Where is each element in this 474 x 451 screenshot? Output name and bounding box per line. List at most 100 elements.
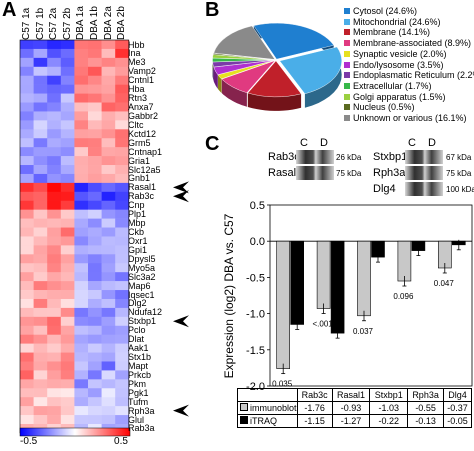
heatmap-cell [88, 281, 102, 291]
heatmap-row-label: Stxbp1 [128, 316, 157, 327]
heatmap-cell [47, 298, 62, 309]
legend-label: Endo/lysosome (3.5%) [353, 59, 444, 70]
heatmap-cell [74, 156, 89, 166]
heatmap-cell [101, 138, 116, 148]
heatmap-cell [115, 298, 130, 309]
legend-label: Membrane (14.1%) [353, 27, 431, 38]
heatmap-cell [115, 111, 130, 121]
heatmap-cell [115, 254, 130, 264]
heatmap-cell [115, 102, 130, 112]
p-value-label: 0.096 [393, 292, 414, 301]
heatmap-cell [60, 370, 75, 380]
y-tick-label: -1.5 [246, 345, 265, 357]
heatmap-cell [115, 388, 130, 398]
table-cell: -1.27 [331, 414, 371, 428]
heatmap-cell [20, 227, 34, 237]
heatmap-cell [88, 111, 102, 121]
panel-b-letter: B [205, 0, 220, 21]
heatmap-cell [60, 272, 75, 282]
heatmap-cell [20, 352, 34, 362]
heatmap-cell [33, 218, 48, 228]
table-cell: -1.76 [296, 401, 333, 415]
legend-item: Synaptic vesicle (2.0%) [344, 49, 447, 59]
table-cell: -0.22 [369, 414, 409, 428]
heatmap-row-label: Stx1b [128, 352, 152, 363]
heatmap-row-label: Rasal1 [128, 182, 157, 193]
heatmap-cell [115, 397, 130, 407]
heatmap-cell [88, 352, 102, 362]
heatmap-cell [115, 334, 130, 344]
heatmap-cell [60, 397, 75, 407]
heatmap-cell [20, 334, 34, 344]
heatmap-cell [101, 415, 116, 425]
heatmap-cell [101, 361, 116, 371]
heatmap-cell [33, 254, 48, 264]
heatmap-cell [88, 343, 102, 353]
y-axis-label: Expression (log2) DBA vs. C57 [222, 213, 236, 379]
heatmap-cell [101, 40, 116, 50]
heatmap-cell [60, 156, 75, 166]
heatmap-cell [115, 272, 130, 282]
heatmap-row-label: Cntnap1 [128, 146, 163, 157]
heatmap-cell [33, 281, 48, 291]
heatmap-cell [47, 173, 62, 184]
heatmap-row-label: Vamp2 [128, 66, 156, 77]
heatmap-cell [33, 272, 48, 282]
heatmap-cell [20, 120, 34, 130]
heatmap-cell [47, 415, 62, 425]
heatmap-cell [47, 147, 62, 157]
legend-swatch [344, 104, 350, 111]
heatmap-row-label: Pclo [128, 325, 146, 336]
heatmap-cell [60, 102, 75, 112]
heatmap-cell [20, 290, 34, 300]
heatmap-cell [88, 245, 102, 255]
pie-slice [221, 60, 276, 93]
heatmap-cell [88, 290, 102, 300]
heatmap-cell [88, 218, 102, 228]
pie-slice-side [247, 93, 302, 111]
heatmap-cell [20, 254, 34, 264]
heatmap-cell [88, 307, 102, 318]
y-tick-label: -0.5 [246, 272, 265, 284]
heatmap-cell [60, 48, 75, 59]
heatmap-cell [60, 57, 75, 68]
heatmap-cell [60, 352, 75, 362]
pie-slice-side [221, 79, 247, 107]
heatmap-cell [33, 370, 48, 380]
heatmap-row-label: Me3 [128, 57, 146, 68]
table-cell: -0.05 [442, 414, 473, 428]
table-row: immunoblot -1.76 -0.93 -1.03 -0.55 -0.37 [237, 401, 473, 415]
heatmap-cell [74, 290, 89, 300]
blot-row-label: Rab3c [268, 151, 300, 163]
heatmap-row-label: Prkcb [128, 369, 152, 380]
heatmap-cell [60, 316, 75, 327]
heatmap-cell [33, 397, 48, 407]
heatmap-cell [33, 307, 48, 318]
heatmap-cell [74, 307, 89, 318]
blot-band [405, 182, 443, 196]
heatmap-cell [88, 236, 102, 246]
heatmap-cell [33, 84, 48, 94]
blot-kda-label: 75 kDa [336, 169, 362, 178]
heatmap-cell [115, 120, 130, 130]
heatmap-cell [33, 48, 48, 59]
legend-swatch [344, 29, 350, 36]
heatmap-row-label: Cltc [128, 119, 144, 130]
heatmap-cell [33, 57, 48, 68]
heatmap-cell [88, 379, 102, 389]
heatmap-cell [60, 325, 75, 335]
heatmap-cell [20, 281, 34, 291]
heatmap-cell [20, 57, 34, 68]
legend-label: Membrane-associated (8.9%) [353, 38, 472, 49]
heatmap-cell [88, 361, 102, 371]
heatmap-cell [47, 66, 62, 77]
arrow-icon [173, 181, 189, 194]
heatmap-cell [33, 66, 48, 77]
heatmap-cell [33, 245, 48, 255]
pie-slice [253, 22, 335, 60]
table-header-cell: Rab3c [296, 388, 333, 402]
heatmap-cell [88, 263, 102, 273]
heatmap-cell [20, 370, 34, 380]
heatmap-cell [74, 415, 89, 425]
